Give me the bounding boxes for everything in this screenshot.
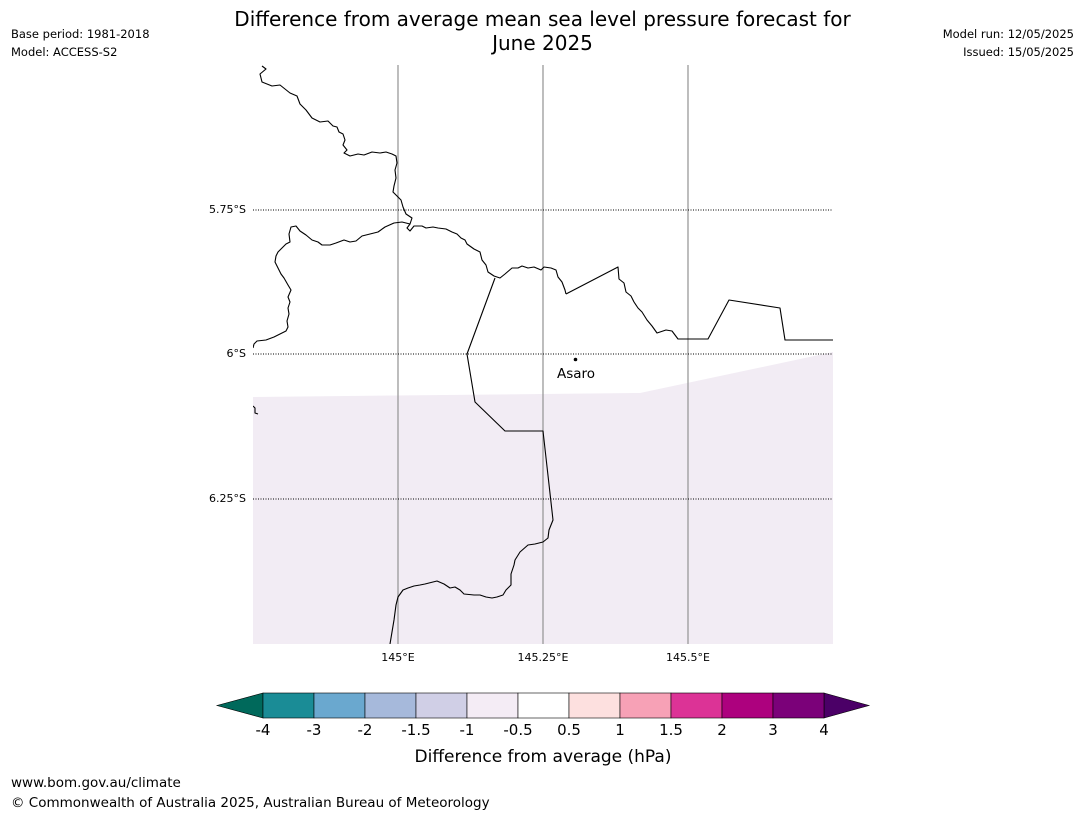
- colorbar-tick-label: 1: [615, 721, 625, 739]
- base-period-text: Base period: 1981-2018: [11, 27, 150, 41]
- lat-label-5-75s: 5.75°S: [209, 203, 246, 216]
- boundary-central: [389, 277, 554, 644]
- colorbar-segment: [619, 692, 672, 719]
- title-line-2: June 2025: [492, 31, 593, 55]
- colorbar-segment: [415, 692, 468, 719]
- colorbar-tick-label: -1: [460, 721, 475, 739]
- lon-label-145-5e: 145.5°E: [666, 651, 710, 664]
- model-text: Model: ACCESS-S2: [11, 45, 118, 59]
- colorbar-tick-label: -2: [358, 721, 373, 739]
- lat-label-6-25s: 6.25°S: [209, 492, 246, 505]
- boundary-east: [565, 266, 833, 341]
- boundary-west: [253, 221, 411, 349]
- colorbar-segment: [517, 692, 570, 719]
- asaro-marker: [573, 357, 578, 362]
- model-run-text: Model run: 12/05/2025: [942, 27, 1074, 41]
- colorbar-tick-label: 3: [768, 721, 778, 739]
- issued-text: Issued: 15/05/2025: [963, 45, 1074, 59]
- colorbar-segment: [670, 692, 723, 719]
- colorbar-segment: [364, 692, 417, 719]
- lon-label-145e: 145°E: [381, 651, 414, 664]
- map-area: Asaro: [253, 65, 833, 644]
- colorbar-tick-label: -4: [256, 721, 271, 739]
- colorbar-tick-label: -1.5: [401, 721, 430, 739]
- colorbar-tick-label: -3: [307, 721, 322, 739]
- colorbar-tick-label: 4: [819, 721, 829, 739]
- colorbar-under-arrow: [215, 692, 264, 719]
- colorbar-label: Difference from average (hPa): [415, 747, 672, 767]
- colorbar-over-arrow: [823, 692, 871, 719]
- province-boundaries: [253, 65, 833, 644]
- title-line-1: Difference from average mean sea level p…: [234, 7, 851, 31]
- lon-label-145-25e: 145.25°E: [518, 651, 569, 664]
- boundary-fragment: [253, 405, 259, 415]
- colorbar-segment: [721, 692, 774, 719]
- boundary-north: [259, 65, 567, 295]
- footer-copyright: © Commonwealth of Australia 2025, Austra…: [11, 795, 490, 811]
- footer-url: www.bom.gov.au/climate: [11, 775, 181, 791]
- map-title: Difference from average mean sea level p…: [0, 7, 1085, 55]
- colorbar-tick-label: -0.5: [503, 721, 532, 739]
- colorbar-segment: [313, 692, 366, 719]
- colorbar-tick-label: 2: [717, 721, 727, 739]
- meta-right: Model run: 12/05/2025 Issued: 15/05/2025: [943, 25, 1074, 61]
- colorbar-segment: [466, 692, 519, 719]
- colorbar-segment: [262, 692, 315, 719]
- colorbar-segment: [568, 692, 621, 719]
- colorbar-segment: [772, 692, 825, 719]
- colorbar-tick-label: 0.5: [557, 721, 581, 739]
- lat-label-6s: 6°S: [227, 347, 246, 360]
- asaro-label: Asaro: [557, 366, 595, 382]
- colorbar-tick-label: 1.5: [659, 721, 683, 739]
- colorbar: -4 -3 -2 -1.5 -1 -0.5 0.5 1 1.5 2 3 4: [215, 692, 871, 739]
- meta-left: Base period: 1981-2018 Model: ACCESS-S2: [11, 25, 150, 61]
